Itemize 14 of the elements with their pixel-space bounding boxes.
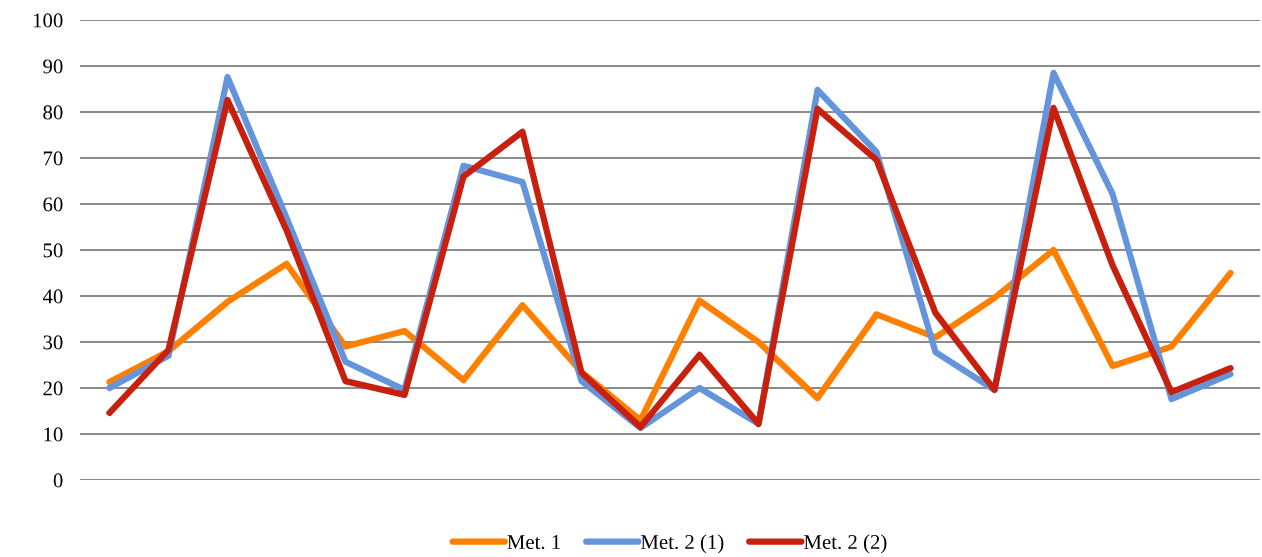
legend-label: Met. 2 (1) [640,534,724,554]
y-tick-label: 10 [44,427,63,442]
y-tick-label: 30 [43,335,63,350]
legend-label: Met. 2 (2) [804,534,887,554]
y-tick-label: 40 [42,289,63,304]
y-tick-label: 20 [43,381,63,396]
y-tick-label: 70 [43,151,63,166]
y-tick-label: 60 [43,197,63,212]
y-tick-label: 80 [43,105,63,120]
y-tick-label: 100 [33,13,63,28]
y-tick-label: 90 [43,59,63,74]
legend-label: Met. 1 [507,535,560,550]
y-tick-label: 0 [53,473,63,488]
y-tick-label: 50 [43,243,63,258]
